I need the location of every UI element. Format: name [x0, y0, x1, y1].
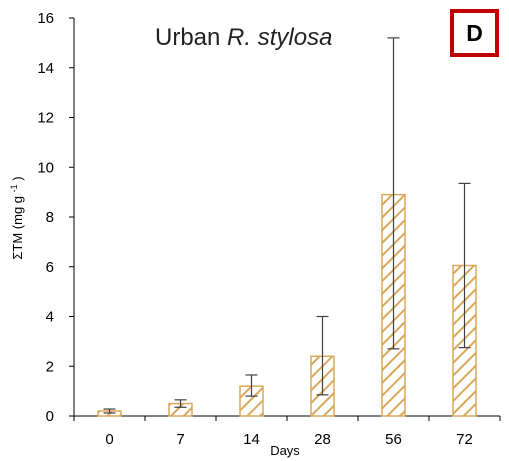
x-axis-label: Days — [270, 443, 300, 458]
y-tick-label: 16 — [37, 10, 54, 27]
y-tick-label: 14 — [37, 60, 54, 77]
x-tick-label: 72 — [456, 431, 473, 448]
y-tick-label: 8 — [46, 209, 54, 226]
y-axis-label: ΣTM (mg g -1 ) — [5, 176, 25, 259]
y-tick-label: 6 — [46, 259, 54, 276]
y-axis-label-main: ΣTM (mg g — [10, 196, 25, 260]
y-axis-label-sup: -1 — [9, 184, 19, 192]
x-tick-label: 14 — [243, 431, 260, 448]
y-tick-label: 12 — [37, 110, 54, 127]
x-tick-label: 7 — [176, 431, 184, 448]
chart-title: Urban R. stylosa — [155, 24, 332, 51]
x-tick-label: 28 — [314, 431, 331, 448]
panel-label: D — [466, 20, 483, 46]
y-tick-label: 10 — [37, 159, 54, 176]
chart-title-prefix: Urban — [155, 24, 227, 51]
plot-area: 0 2 4 6 8 10 12 14 16 0 7 14 28 56 72 — [37, 10, 501, 448]
y-tick-label: 4 — [46, 309, 54, 326]
x-tick-label: 0 — [105, 431, 113, 448]
y-axis-label-end: ) — [10, 176, 25, 180]
x-tick-label: 56 — [385, 431, 402, 448]
panel-label-box — [450, 9, 499, 57]
chart-title-species: R. stylosa — [227, 24, 332, 51]
y-tick-label: 2 — [46, 358, 54, 375]
y-tick-label: 0 — [46, 408, 54, 425]
